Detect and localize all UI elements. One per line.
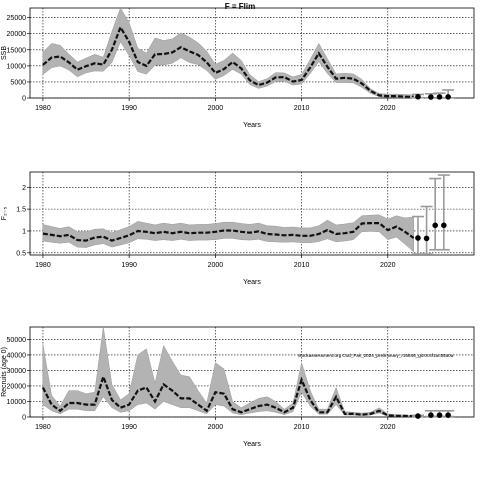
y-tick-label: 5000: [10, 79, 26, 86]
projection-point: [441, 222, 447, 229]
projection-point: [436, 94, 443, 100]
x-tick-label: 1990: [121, 424, 137, 431]
y-axis-label: F₂₋₅: [1, 207, 8, 221]
chart-panel-1: 1980 1990 2000 2010 2020 0 5000 10000 15000 20000…: [1, 7, 475, 129]
x-tick-label: 2020: [380, 424, 396, 431]
projection-point: [415, 235, 421, 241]
y-axis-label: SSB: [1, 46, 8, 60]
x-axis-label: Years: [243, 279, 261, 286]
x-tick-label: 2020: [380, 262, 396, 269]
y-tick-label: 1: [22, 228, 26, 235]
y-tick-label: 10000: [7, 399, 27, 406]
y-tick-label: 15000: [7, 47, 27, 54]
y-axis-label: Recruits (age 0): [1, 347, 8, 397]
estimate-line: [42, 222, 415, 242]
x-tick-label: 2000: [208, 424, 224, 431]
x-tick-label: 2000: [208, 262, 224, 269]
watermark-text: stockassessment.org Cod_Fak_2024_prelimi…: [298, 353, 454, 358]
chart-panel-3: 1980 1990 2000 2010 2020 0 10000 20000 30000 4000…: [1, 326, 475, 448]
projection-point: [423, 235, 430, 242]
x-tick-label: 2000: [208, 105, 224, 112]
x-tick-label: 2010: [294, 424, 310, 431]
y-tick-label: 0: [22, 415, 26, 422]
estimate-line: [41, 373, 414, 418]
plot-frame: [29, 171, 475, 256]
x-tick-label: 2020: [380, 105, 396, 112]
projection-point: [415, 93, 421, 100]
y-tick-label: 0: [22, 96, 26, 103]
projection-point: [415, 413, 421, 419]
chart-panel-2: 1980 1990 2000 2010 2020 0.5 1 1.5 2 Years F₂₋₅: [1, 171, 475, 286]
y-tick-label: 2: [22, 185, 26, 192]
projection-point: [436, 412, 443, 418]
confidence-band: [42, 214, 414, 253]
y-tick-label: 40000: [7, 352, 27, 359]
y-tick-label: 10000: [7, 63, 27, 70]
x-axis-label: Years: [243, 441, 261, 448]
y-tick-label: 50000: [7, 337, 27, 344]
x-tick-label: 1980: [35, 262, 51, 269]
y-tick-label: 20000: [7, 31, 27, 38]
figure-title: F = Flim: [225, 2, 255, 11]
confidence-band: [42, 7, 414, 99]
x-tick-label: 2010: [294, 105, 310, 112]
x-tick-label: 1980: [35, 105, 51, 112]
y-tick-label: 30000: [7, 368, 27, 375]
estimate-line: [42, 24, 414, 98]
y-tick-label: 1.5: [16, 207, 26, 214]
projection-point: [432, 222, 439, 229]
projection-point: [445, 94, 451, 100]
y-tick-label: 25000: [7, 15, 27, 22]
projection-point: [428, 94, 434, 100]
y-tick-label: 0.5: [16, 250, 26, 257]
x-tick-label: 1990: [121, 262, 137, 269]
x-axis-label: Years: [243, 122, 261, 129]
x-tick-label: 1990: [121, 105, 137, 112]
projection-point: [428, 412, 434, 418]
x-tick-label: 2010: [294, 262, 310, 269]
y-tick-label: 20000: [7, 383, 27, 390]
projection-point: [445, 412, 451, 418]
x-tick-label: 1980: [35, 424, 51, 431]
